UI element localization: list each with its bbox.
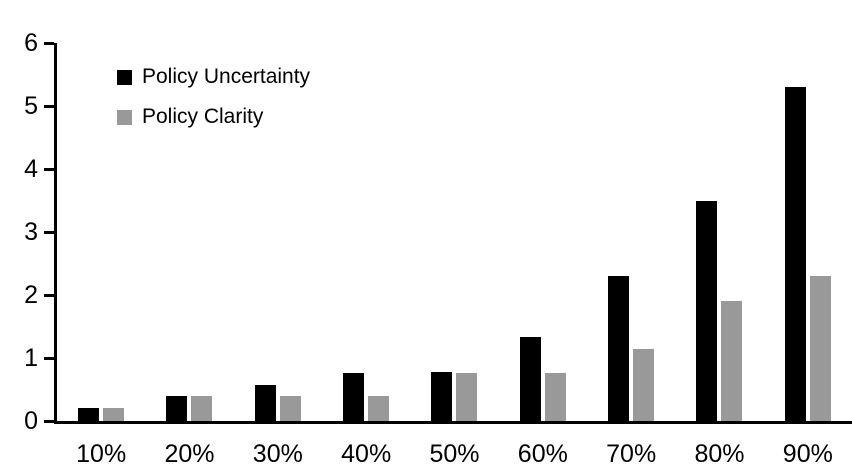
y-tick-label-3: 3 (24, 218, 38, 246)
x-tick-label-10%: 10% (76, 440, 127, 468)
bar-policy-clarity-70% (633, 348, 655, 421)
bar-policy-uncertainty-90% (784, 87, 806, 421)
bar-policy-uncertainty-20% (166, 395, 188, 421)
bar-policy-uncertainty-30% (254, 385, 276, 421)
x-tick-label-50%: 50% (429, 440, 480, 468)
bar-policy-uncertainty-70% (608, 276, 630, 421)
y-tick-6 (44, 41, 54, 45)
bar-policy-clarity-20% (191, 395, 213, 421)
legend-item-policy-clarity: Policy Clarity (117, 103, 310, 131)
y-tick-label-1: 1 (24, 344, 38, 372)
y-tick-0 (44, 419, 54, 423)
bar-policy-uncertainty-60% (519, 337, 541, 421)
y-tick-2 (44, 293, 54, 297)
bar-policy-clarity-80% (721, 301, 743, 421)
legend-label: Policy Uncertainty (142, 65, 311, 88)
y-tick-label-5: 5 (24, 92, 38, 120)
legend: Policy Uncertainty Policy Clarity (117, 63, 310, 143)
bar-policy-clarity-50% (456, 372, 478, 421)
category-group-70% (587, 43, 675, 421)
bar-policy-clarity-60% (544, 372, 566, 421)
bar-policy-uncertainty-40% (343, 372, 365, 421)
y-tick-label-2: 2 (24, 281, 38, 309)
category-group-40% (322, 43, 410, 421)
legend-item-policy-uncertainty: Policy Uncertainty (117, 63, 310, 91)
bar-policy-uncertainty-10% (78, 408, 100, 421)
category-group-90% (764, 43, 852, 421)
category-group-80% (675, 43, 763, 421)
bar-policy-clarity-10% (103, 408, 125, 421)
bar-policy-uncertainty-80% (696, 200, 718, 421)
y-tick-5 (44, 104, 54, 108)
legend-label: Policy Clarity (142, 105, 264, 128)
category-group-50% (410, 43, 498, 421)
category-group-20% (145, 43, 233, 421)
y-tick-1 (44, 356, 54, 360)
y-tick-label-6: 6 (24, 29, 38, 57)
category-group-30% (234, 43, 322, 421)
y-axis-labels: 0 1 2 3 4 5 6 (0, 29, 38, 435)
bar-policy-clarity-90% (809, 276, 831, 421)
x-tick-label-90%: 90% (782, 440, 833, 468)
category-group-60% (499, 43, 587, 421)
bar-policy-clarity-40% (368, 395, 390, 421)
plot-area: 10% 20% 30% 40% 50% 60% 70% 80% 90% (44, 41, 852, 468)
category-group-10% (57, 43, 145, 421)
x-tick-label-60%: 60% (517, 440, 568, 468)
policy-clarity-swatch (117, 109, 132, 125)
x-tick-label-80%: 80% (694, 440, 745, 468)
y-tick-label-4: 4 (24, 155, 38, 183)
x-tick-label-40%: 40% (341, 440, 392, 468)
x-tick-label-20%: 20% (164, 440, 215, 468)
x-tick-label-30%: 30% (252, 440, 303, 468)
bar-policy-uncertainty-50% (431, 371, 453, 421)
bar-policy-clarity-30% (279, 395, 301, 421)
x-tick-label-70%: 70% (606, 440, 657, 468)
y-tick-4 (44, 167, 54, 171)
y-tick-3 (44, 230, 54, 234)
policy-uncertainty-swatch (117, 69, 132, 85)
y-tick-label-0: 0 (24, 407, 38, 435)
